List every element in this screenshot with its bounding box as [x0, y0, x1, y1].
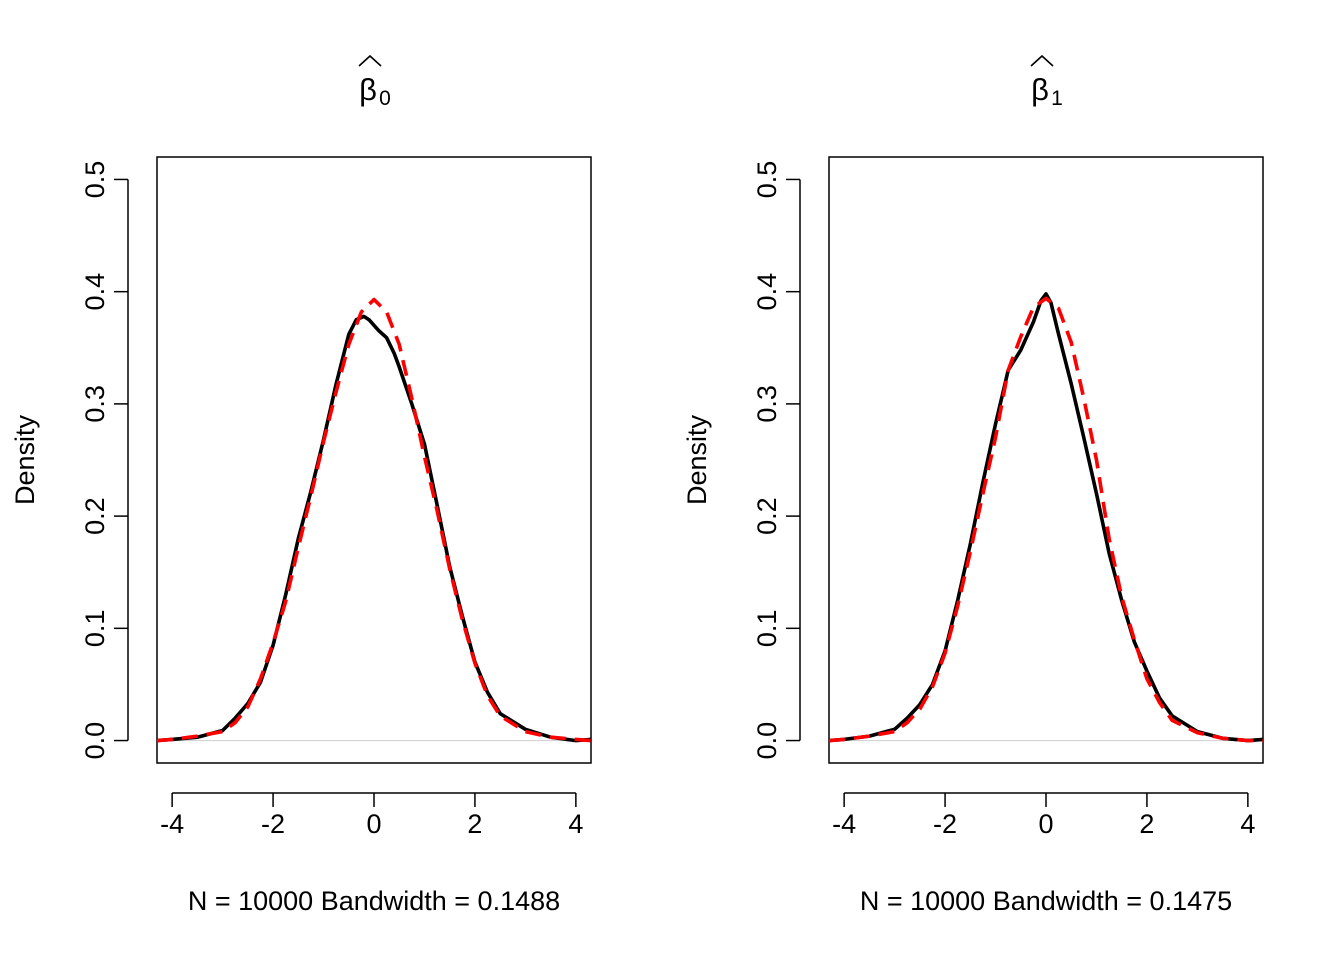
- y-axis-label: Density: [682, 414, 712, 505]
- y-tick-label: 0.0: [752, 722, 782, 760]
- title-subscript: 1: [1051, 87, 1063, 110]
- y-tick-label: 0.3: [752, 385, 782, 423]
- plot-frame: [156, 156, 592, 764]
- x-tick-label: 0: [366, 809, 381, 839]
- y-tick-label: 0.1: [752, 610, 782, 648]
- y-tick-label: 0.3: [80, 385, 110, 423]
- density-curve-dashed-red: [829, 296, 1263, 743]
- title-subscript: 0: [379, 87, 391, 110]
- y-tick-label: 0.0: [80, 722, 110, 760]
- y-tick-label: 0.5: [752, 161, 782, 199]
- x-tick-label: 2: [1139, 809, 1154, 839]
- y-axis-label: Density: [10, 414, 40, 505]
- y-tick-label: 0.4: [752, 273, 782, 311]
- x-tick-label: 4: [568, 809, 583, 839]
- y-tick-label: 0.1: [80, 610, 110, 648]
- title-beta-symbol: β: [359, 72, 377, 107]
- x-axis-label: N = 10000 Bandwidth = 0.1475: [860, 886, 1232, 916]
- x-tick-label: -4: [160, 809, 184, 839]
- density-curve-dashed-red: [157, 297, 591, 743]
- x-axis-label: N = 10000 Bandwidth = 0.1488: [188, 886, 560, 916]
- x-tick-label: -2: [933, 809, 957, 839]
- x-tick-label: 0: [1038, 809, 1053, 839]
- x-tick-label: -2: [261, 809, 285, 839]
- plot-frame: [828, 156, 1264, 764]
- x-tick-label: -4: [832, 809, 856, 839]
- density-curve-solid-black: [829, 292, 1263, 743]
- y-tick-label: 0.2: [80, 497, 110, 535]
- x-tick-label: 2: [467, 809, 482, 839]
- y-tick-label: 0.5: [80, 161, 110, 199]
- y-tick-label: 0.4: [80, 273, 110, 311]
- title-hat-accent: [358, 54, 382, 67]
- title-beta-symbol: β: [1031, 72, 1049, 107]
- x-tick-label: 4: [1240, 809, 1255, 839]
- chart-panel-beta0: -4 -2 0 2 4 0.0 0.1 0.2 0.3 0.4 0.5 Density N = 1000…: [10, 54, 592, 916]
- density-curve-solid-black: [157, 314, 591, 743]
- chart-panel-beta1: -4 -2 0 2 4 0.0 0.1 0.2 0.3 0.4 0.5 Density N = 1000…: [682, 54, 1264, 916]
- title-hat-accent: [1030, 54, 1054, 67]
- y-tick-label: 0.2: [752, 497, 782, 535]
